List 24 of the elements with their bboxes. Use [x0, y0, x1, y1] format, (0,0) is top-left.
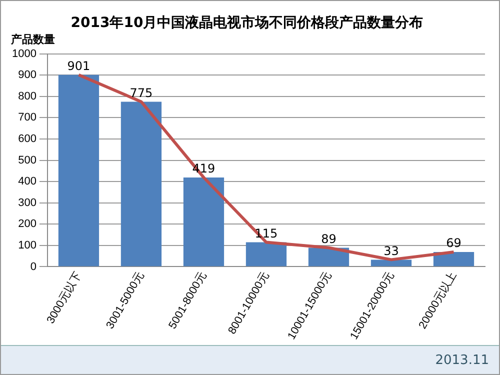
data-label: 901: [67, 59, 90, 74]
y-tick-label: 0: [30, 260, 36, 273]
data-label: 775: [130, 86, 153, 100]
y-tick-label: 400: [18, 176, 36, 188]
bar: [246, 242, 287, 266]
bar: [120, 102, 162, 266]
data-label: 89: [321, 232, 336, 246]
y-tick-label: 700: [18, 112, 36, 124]
bar: [370, 260, 412, 266]
data-label: 69: [446, 236, 462, 250]
y-tick-label: 1000: [12, 48, 36, 60]
y-tick-label: 200: [18, 218, 36, 230]
y-axis-title: 产品数量: [10, 33, 55, 46]
y-tick-label: 600: [18, 133, 36, 145]
y-tick-label: 500: [18, 154, 36, 166]
bar: [58, 74, 100, 266]
chart-title: 2013年10月中国液晶电视市场不同价格段产品数量分布: [70, 14, 424, 32]
y-tick-label: 300: [18, 196, 36, 209]
y-tick-label: 900: [18, 69, 36, 82]
y-tick-label: 800: [18, 90, 36, 102]
data-label: 33: [384, 244, 399, 258]
bar: [183, 178, 224, 266]
text: 2013.11: [435, 352, 489, 368]
y-tick-label: 100: [18, 239, 36, 252]
